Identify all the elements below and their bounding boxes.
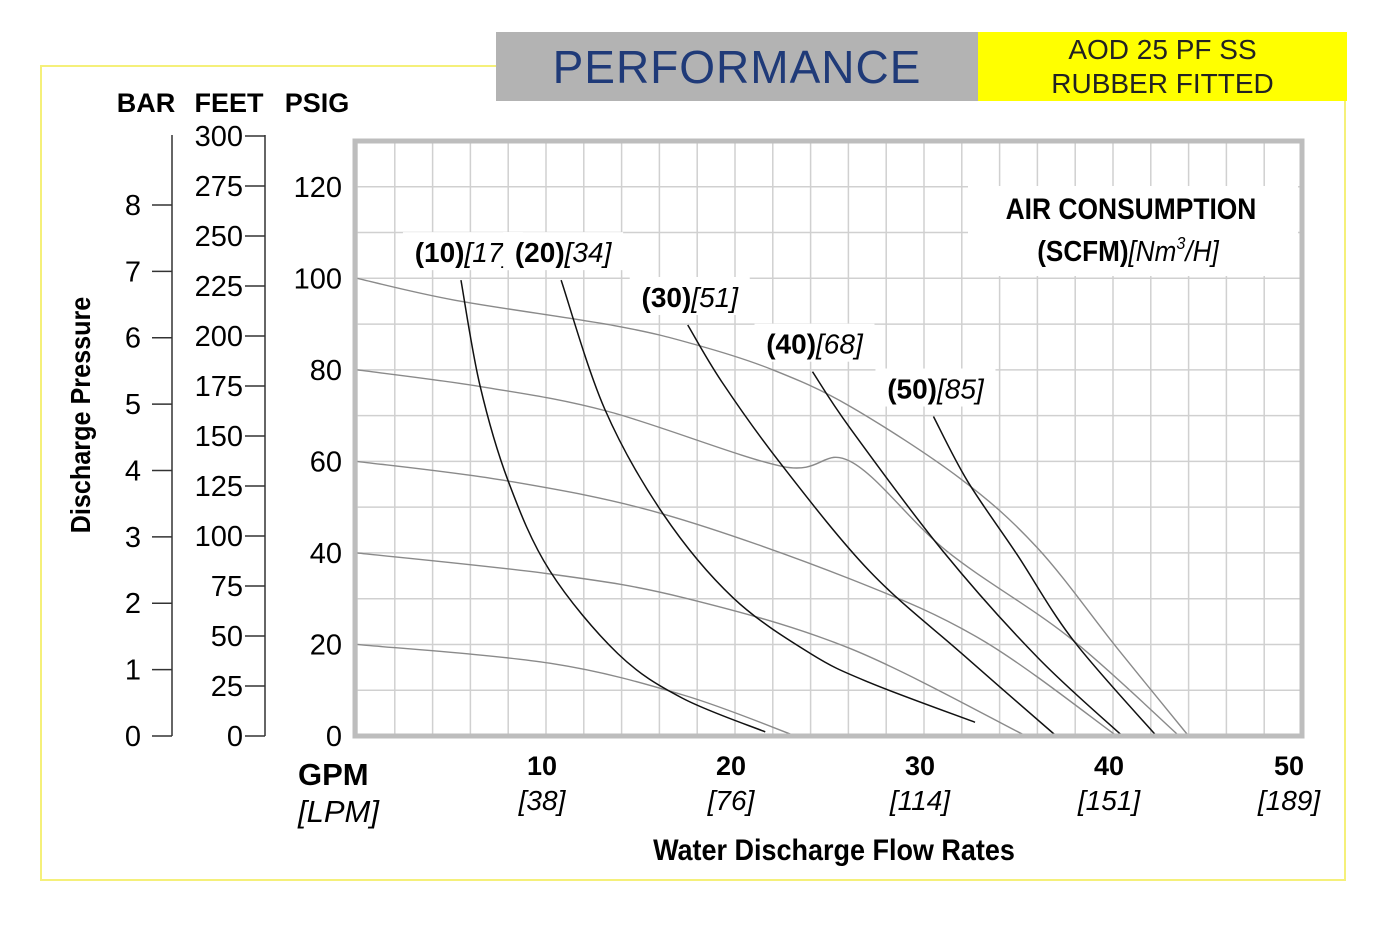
bar-tick-label: 5 — [125, 389, 141, 421]
air-curve-label-scfm: (40) — [766, 329, 816, 360]
x-tick-label: 10 — [527, 751, 557, 781]
x-tick-sublabel: [151] — [1077, 785, 1141, 816]
x-tick-sublabel: [189] — [1257, 785, 1321, 816]
psig-tick-label: 100 — [294, 263, 342, 295]
air-curve-label-nm3h: [85] — [936, 374, 985, 405]
air-consumption-curve — [687, 324, 1057, 737]
legend-units-scfm: (SCFM) — [1037, 235, 1128, 268]
x-unit-gpm: GPM — [298, 757, 369, 792]
air-curve-label-nm3h: [34] — [564, 237, 613, 268]
air-curve-label: (30)[51] — [642, 282, 740, 313]
x-tick-sublabel: [38] — [518, 785, 567, 816]
header-title: PERFORMANCE — [552, 40, 922, 93]
air-curve-label: (10)[17] — [415, 237, 513, 268]
model-line-2: RUBBER FITTED — [1051, 67, 1274, 99]
air-consumption-curves — [460, 279, 1158, 737]
legend-title: AIR CONSUMPTION — [1006, 191, 1257, 225]
feet-tick-label: 0 — [227, 721, 243, 753]
psig-tick-label: 40 — [310, 538, 342, 570]
air-curve-label: (40)[68] — [766, 329, 864, 360]
feet-tick-label: 50 — [211, 621, 243, 653]
pressure-curve — [356, 552, 1027, 737]
bar-tick-label: 2 — [125, 588, 141, 620]
psig-tick-label: 0 — [326, 721, 342, 753]
x-tick-label: 40 — [1094, 751, 1124, 781]
feet-tick-label: 275 — [195, 171, 243, 203]
grid — [356, 140, 1303, 737]
legend-units: (SCFM)[Nm3/H] — [1037, 233, 1220, 267]
feet-tick-label: 100 — [195, 521, 243, 553]
header-title-box: PERFORMANCE — [496, 32, 978, 101]
x-tick-label: 30 — [905, 751, 935, 781]
legend-units-h: /H] — [1183, 235, 1219, 268]
pressure-curve — [356, 277, 1190, 737]
legend-background — [968, 186, 1298, 276]
feet-tick-label: 150 — [195, 421, 243, 453]
air-consumption-curve — [560, 279, 976, 723]
curve-label-background — [875, 368, 996, 407]
air-consumption-curve — [932, 416, 1158, 737]
feet-tick-label: 300 — [195, 121, 243, 153]
air-curve-label-nm3h: [51] — [690, 282, 739, 313]
bar-tick-label: 8 — [125, 190, 141, 222]
header-model-box: AOD 25 PF SS RUBBER FITTED — [978, 32, 1347, 101]
axis-header-bar: BAR — [117, 88, 176, 118]
psig-tick-label: 60 — [310, 446, 342, 478]
x-axis-title: Water Discharge Flow Rates — [653, 834, 1015, 868]
feet-tick-label: 25 — [211, 671, 243, 703]
feet-tick-label: 225 — [195, 271, 243, 303]
x-tick-sublabel: [114] — [889, 785, 951, 816]
air-curve-label-scfm: (50) — [887, 374, 937, 405]
psig-tick-label: 80 — [310, 355, 342, 387]
curve-label-background — [503, 232, 624, 271]
feet-tick-label: 250 — [195, 221, 243, 253]
pressure-curve — [356, 643, 796, 737]
air-curve-label-nm3h: [68] — [815, 329, 864, 360]
pressure-curve — [356, 369, 1180, 737]
pressure-curves — [356, 277, 1190, 737]
bar-tick-label: 0 — [125, 721, 141, 753]
y-axes: 0123456780255075100125150175200225250275… — [125, 121, 342, 753]
air-curve-label: (50)[85] — [887, 374, 985, 405]
air-consumption-curve — [811, 371, 1123, 737]
legend-units-sup: 3 — [1176, 233, 1185, 253]
curve-label-background — [754, 323, 875, 362]
curve-label-background — [629, 276, 750, 315]
feet-tick-label: 200 — [195, 321, 243, 353]
y-axis-title: Discharge Pressure — [65, 297, 97, 534]
plot-border — [352, 138, 1305, 739]
air-curve-label-scfm: (10) — [415, 237, 465, 268]
psig-tick-label: 120 — [294, 172, 342, 204]
psig-tick-label: 20 — [310, 629, 342, 661]
bar-tick-label: 4 — [125, 455, 141, 487]
bar-tick-label: 7 — [125, 256, 141, 288]
air-curve-labels: (10)[17] (20)[34] (30)[51] (40)[68] (50)[85] — [402, 232, 996, 407]
axis-header-psig: PSIG — [285, 88, 350, 118]
x-tick-label: 20 — [716, 751, 746, 781]
feet-tick-label: 75 — [211, 571, 243, 603]
x-tick-label: 50 — [1274, 751, 1304, 781]
x-unit-lpm: [LPM] — [297, 794, 380, 829]
bar-tick-label: 1 — [125, 655, 141, 687]
air-consumption-curve — [460, 280, 766, 733]
curve-label-background — [402, 232, 523, 271]
legend-units-nm: [Nm — [1128, 235, 1177, 268]
air-curve-label-scfm: (20) — [515, 237, 565, 268]
model-line-1: AOD 25 PF SS — [1068, 33, 1257, 65]
x-axis-ticks: 10 [38] 20 [76] 30 [114] 40 [151] 50 [189] — [518, 751, 1322, 816]
pressure-curve — [356, 460, 1118, 737]
feet-tick-label: 175 — [195, 371, 243, 403]
air-curve-label-scfm: (30) — [642, 282, 692, 313]
bar-tick-label: 6 — [125, 323, 141, 355]
axis-header-feet: FEET — [194, 88, 264, 118]
x-tick-sublabel: [76] — [707, 785, 756, 816]
bar-tick-label: 3 — [125, 522, 141, 554]
air-curve-label: (20)[34] — [515, 237, 613, 268]
feet-tick-label: 125 — [195, 471, 243, 503]
